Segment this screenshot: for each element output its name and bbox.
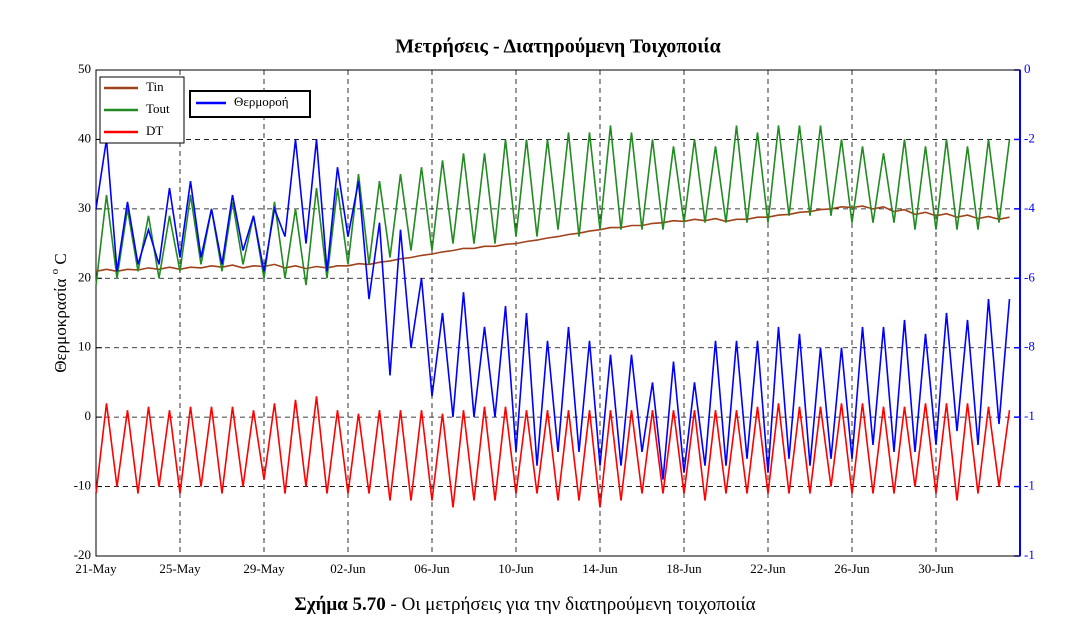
caption-number: Σχήμα 5.70 bbox=[294, 594, 385, 615]
x-tick-label: 21-May bbox=[75, 561, 117, 576]
series-line bbox=[95, 125, 1011, 286]
y-tick-label: 40 bbox=[78, 130, 91, 145]
legend-label: Tout bbox=[146, 101, 170, 116]
y-tick-label: 30 bbox=[78, 200, 91, 215]
legend-label: Tin bbox=[146, 79, 164, 94]
x-tick-label: 25-May bbox=[159, 561, 201, 576]
x-tick-label: 02-Jun bbox=[330, 561, 366, 576]
y-axis-label: Θερμοκρασία o C bbox=[44, 253, 70, 372]
x-tick-label: 30-Jun bbox=[918, 561, 954, 576]
x-tick-label: 14-Jun bbox=[582, 561, 618, 576]
y2-tick-label: -6 bbox=[1024, 269, 1035, 284]
series-line bbox=[95, 139, 1011, 480]
x-tick-label: 29-May bbox=[243, 561, 285, 576]
caption: Σχήμα 5.70 - Οι μετρήσεις για την διατηρ… bbox=[294, 594, 755, 615]
y-label-sup: o bbox=[49, 268, 61, 274]
y-tick-label: 20 bbox=[78, 269, 91, 284]
y-tick-label: 10 bbox=[78, 339, 91, 354]
series-line bbox=[95, 205, 1010, 273]
y-tick-label: -10 bbox=[74, 478, 91, 493]
y-label-text: Θερμοκρασία bbox=[51, 279, 70, 373]
y2-tick-label: -4 bbox=[1024, 200, 1035, 215]
x-tick-label: 22-Jun bbox=[750, 561, 786, 576]
y2-tick-label: 0 bbox=[1024, 61, 1031, 76]
plot-frame bbox=[95, 69, 1021, 557]
x-tick-label: 06-Jun bbox=[414, 561, 450, 576]
y-tick-label: -20 bbox=[74, 547, 91, 562]
y2-tick-label: -1 bbox=[1024, 478, 1035, 493]
y2-tick-label: -8 bbox=[1024, 339, 1035, 354]
legend-label: Θερμοροή bbox=[234, 94, 289, 109]
x-tick-label: 18-Jun bbox=[666, 561, 702, 576]
y-tick-label: 0 bbox=[85, 408, 92, 423]
caption-text: - Οι μετρήσεις για την διατηρούμενη τοιχ… bbox=[386, 594, 756, 615]
y-tick-label: 50 bbox=[78, 61, 91, 76]
y-label-unit: C bbox=[51, 253, 70, 264]
x-tick-label: 26-Jun bbox=[834, 561, 870, 576]
series-line bbox=[95, 396, 1011, 508]
chart-title: Μετρήσεις - Διατηρούμενη Τοιχοποιία bbox=[395, 36, 721, 58]
y2-tick-label: -1 bbox=[1024, 408, 1035, 423]
legend-label: DT bbox=[146, 123, 163, 138]
x-tick-label: 10-Jun bbox=[498, 561, 534, 576]
y2-tick-label: -1 bbox=[1024, 547, 1035, 562]
y2-tick-label: -2 bbox=[1024, 130, 1035, 145]
